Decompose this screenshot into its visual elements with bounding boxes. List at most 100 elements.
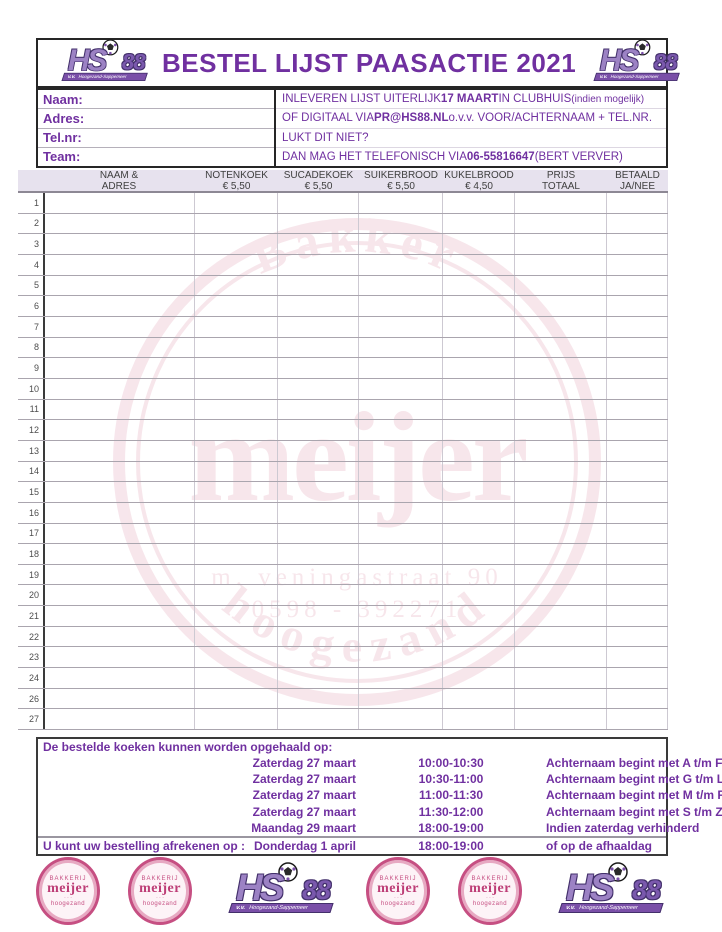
cell-sucadekoek (278, 213, 359, 234)
cell-betaald (607, 440, 668, 461)
cell-betaald (607, 193, 668, 213)
cell-prijs-totaal (515, 668, 607, 688)
payment-date: Donderdag 1 april (253, 838, 356, 853)
instructions: INLEVEREN LIJST UITERLIJK 17 MAART IN CL… (276, 90, 666, 166)
hs88-banner: v.v. Hoogezand-Sappemeer (61, 72, 148, 82)
table-row: 17 (18, 523, 668, 545)
cell-suikerbrood (359, 461, 443, 482)
cell-suikerbrood (359, 275, 443, 296)
col1-line2: € 5,50 (222, 181, 251, 192)
cell-betaald (607, 523, 668, 544)
cell-prijs-totaal (515, 647, 607, 668)
meijer-city-label: hoogezand (50, 900, 86, 907)
cell-notenkoek (195, 358, 278, 378)
pickup-note: Achternaam begint met G t/m L (546, 772, 722, 787)
telnr-label: Tel.nr: (43, 130, 82, 146)
row-number: 26 (28, 693, 39, 704)
cell-betaald (607, 275, 668, 296)
cell-notenkoek (195, 502, 278, 523)
cell-suikerbrood (359, 647, 443, 668)
row-number: 10 (28, 383, 39, 394)
table-row: 15 (18, 482, 668, 503)
soccer-ball-icon (634, 39, 651, 56)
row-number: 12 (28, 425, 39, 436)
cell-notenkoek (195, 378, 278, 399)
meijer-name-label: meijer (139, 880, 181, 896)
cell-naam-adres (43, 606, 195, 626)
cell-betaald (607, 213, 668, 234)
cell-kukelbrood (443, 316, 515, 337)
cell-prijs-totaal (515, 316, 607, 337)
meijer-bakkerij-label: BAKKERIJ (49, 875, 87, 882)
hs88-letters: HS (67, 43, 108, 77)
col2-line2: € 5,50 (304, 181, 333, 192)
table-row: 9 (18, 358, 668, 379)
cell-sucadekoek (278, 316, 359, 337)
cell-naam-adres (43, 296, 195, 316)
col-header-prijs-totaal: PRIJS TOTAAL (515, 170, 607, 192)
cell-sucadekoek (278, 502, 359, 523)
cell-notenkoek (195, 647, 278, 668)
cell-notenkoek (195, 626, 278, 647)
cell-kukelbrood (443, 482, 515, 502)
cell-suikerbrood (359, 213, 443, 234)
cell-naam-adres (43, 668, 195, 688)
cell-sucadekoek (278, 544, 359, 564)
table-row: 6 (18, 296, 668, 317)
cell-suikerbrood (359, 668, 443, 688)
cell-prijs-totaal (515, 234, 607, 254)
cell-sucadekoek (278, 709, 359, 730)
row-number: 14 (28, 466, 39, 477)
hs88-vv-label: v.v. (565, 905, 577, 911)
row-number: 24 (28, 672, 39, 683)
row-number: 23 (28, 652, 39, 663)
soccer-ball-icon (278, 862, 298, 882)
hs88-letters: HS (236, 867, 284, 908)
cell-betaald (607, 482, 668, 502)
cell-suikerbrood (359, 337, 443, 358)
col-header-notenkoek: NOTENKOEK € 5,50 (195, 170, 278, 192)
table-row: 2 (18, 213, 668, 235)
cell-betaald (607, 234, 668, 254)
row-number: 22 (28, 631, 39, 642)
cell-sucadekoek (278, 688, 359, 709)
table-row: 18 (18, 544, 668, 565)
cell-sucadekoek (278, 564, 359, 585)
row-number: 2 (33, 218, 39, 229)
footer-logos: BAKKERIJ meijer · · · hoogezand BAKKERIJ… (36, 856, 668, 926)
cell-betaald (607, 337, 668, 358)
cell-notenkoek (195, 606, 278, 626)
instruction-line-2: OF DIGITAAL VIA PR@HS88.NL o.v.v. VOOR/A… (276, 109, 666, 129)
pickup-date: Maandag 29 maart (251, 820, 356, 835)
cell-prijs-totaal (515, 626, 607, 647)
cell-prijs-totaal (515, 544, 607, 564)
pickup-time: 18:00-19:00 (418, 820, 484, 835)
cell-prijs-totaal (515, 358, 607, 378)
cell-sucadekoek (278, 254, 359, 275)
table-row: 21 (18, 606, 668, 627)
cell-betaald (607, 564, 668, 585)
cell-kukelbrood (443, 337, 515, 358)
cell-prijs-totaal (515, 275, 607, 296)
hs88-club-logo: HS 88 v.v. Hoogezand-Sappemeer (550, 862, 668, 916)
meijer-divider-dots: · · · (486, 894, 494, 901)
cell-naam-adres (43, 213, 195, 234)
cell-betaald (607, 502, 668, 523)
row-number: 27 (28, 714, 39, 725)
hs88-club-logo: HS 88 v.v. Hoogezand-Sappemeer (587, 39, 684, 84)
meijer-city-label: hoogezand (142, 900, 178, 907)
cell-kukelbrood (443, 234, 515, 254)
table-row: 24 (18, 668, 668, 689)
cell-naam-adres (43, 626, 195, 647)
cell-kukelbrood (443, 544, 515, 564)
table-row: 3 (18, 234, 668, 255)
table-row: 22 (18, 626, 668, 648)
field-telnr: Tel.nr: (38, 129, 274, 148)
cell-naam-adres (43, 399, 195, 420)
cell-kukelbrood (443, 647, 515, 668)
hs88-number: 88 (121, 49, 146, 75)
table-row: 7 (18, 316, 668, 338)
row-number: 21 (28, 610, 39, 621)
cell-sucadekoek (278, 193, 359, 213)
instr-2c: o.v.v. VOOR/ACHTERNAAM + TEL.NR. (448, 112, 653, 125)
